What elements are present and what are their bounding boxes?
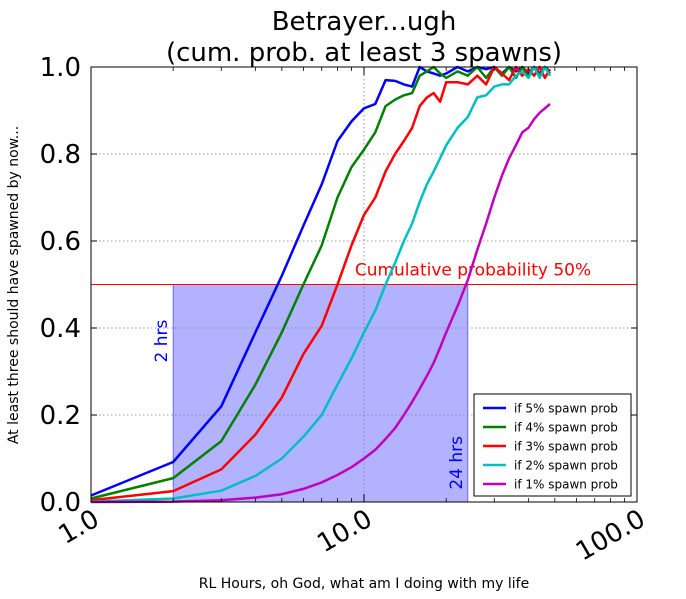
threshold-label: Cumulative probability 50% — [355, 261, 591, 281]
region-label-2: 24 hrs — [447, 436, 467, 490]
series-line-4 — [90, 65, 552, 503]
legend-entry-1: if 5% spawn prob — [514, 402, 618, 416]
legend-entry-2: if 4% spawn prob — [514, 421, 618, 435]
y-tick-label: 0.0 — [40, 488, 81, 518]
legend-entry-5: if 1% spawn prob — [514, 478, 618, 492]
series-line-5 — [90, 103, 551, 504]
y-tick-label: 0.4 — [40, 314, 81, 344]
legend-entry-4: if 2% spawn prob — [514, 459, 618, 473]
y-axis-label: At least three should have spawned by no… — [6, 126, 22, 444]
region-label-1: 2 hrs — [152, 319, 172, 362]
legend-entry-3: if 3% spawn prob — [514, 440, 618, 454]
y-tick-label: 0.8 — [40, 140, 81, 170]
series-line-1 — [90, 65, 551, 497]
y-tick-label: 1.0 — [40, 53, 81, 83]
y-tick-label: 0.6 — [40, 227, 81, 257]
y-tick-label: 0.2 — [40, 401, 81, 431]
series-line-3 — [90, 65, 552, 502]
shaded-region — [172, 284, 469, 503]
chart-subtitle: (cum. prob. at least 3 spawns) — [166, 38, 562, 68]
chart-title: Betrayer...ugh — [272, 7, 457, 37]
plot-area: Cumulative probability 50% 2 hrs 24 hrs 0.0… — [40, 53, 651, 567]
x-axis-label: RL Hours, oh God, what am I doing with m… — [199, 576, 529, 592]
